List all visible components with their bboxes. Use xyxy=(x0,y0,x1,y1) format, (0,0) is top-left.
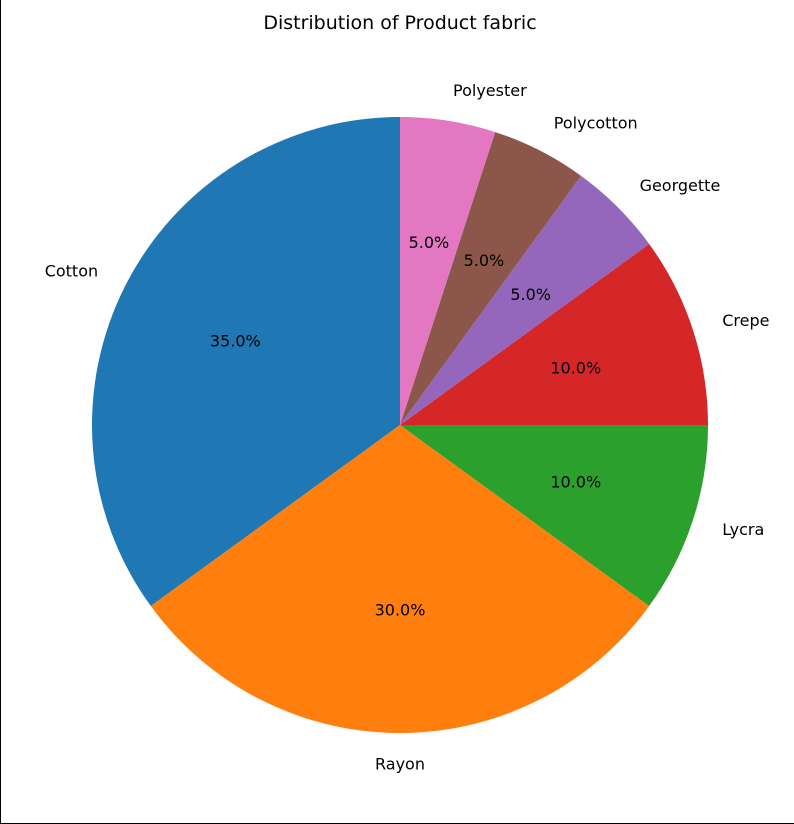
pie-slice-polyester xyxy=(400,117,496,425)
pie-slice-rayon xyxy=(150,425,650,733)
pct-label-crepe: 10.0% xyxy=(550,358,601,377)
pie-slice-polycotton xyxy=(400,132,582,426)
category-label-lycra: Lycra xyxy=(722,520,764,539)
category-label-rayon: Rayon xyxy=(375,754,425,773)
pct-label-polyester: 5.0% xyxy=(409,233,450,252)
pct-label-georgette: 5.0% xyxy=(510,285,551,304)
pct-label-polycotton: 5.0% xyxy=(464,251,505,270)
pie-slice-lycra xyxy=(400,425,708,607)
pie-slice-crepe xyxy=(400,243,708,425)
category-label-crepe: Crepe xyxy=(722,311,769,330)
pct-label-lycra: 10.0% xyxy=(550,473,601,492)
pie-slice-georgette xyxy=(400,175,650,425)
pie-slice-cotton xyxy=(92,117,401,607)
category-label-polyester: Polyester xyxy=(453,81,527,100)
pie-slices xyxy=(92,117,708,733)
pct-label-rayon: 30.0% xyxy=(375,600,426,619)
category-label-cotton: Cotton xyxy=(45,262,98,281)
pie-labels: 35.0% Cotton 30.0% Rayon 10.0% Lycra 10.0% Crep… xyxy=(45,81,770,773)
pct-label-cotton: 35.0% xyxy=(210,332,261,351)
chart-title: Distribution of Product fabric xyxy=(263,12,536,34)
category-label-polycotton: Polycotton xyxy=(554,114,638,133)
category-label-georgette: Georgette xyxy=(640,176,721,195)
